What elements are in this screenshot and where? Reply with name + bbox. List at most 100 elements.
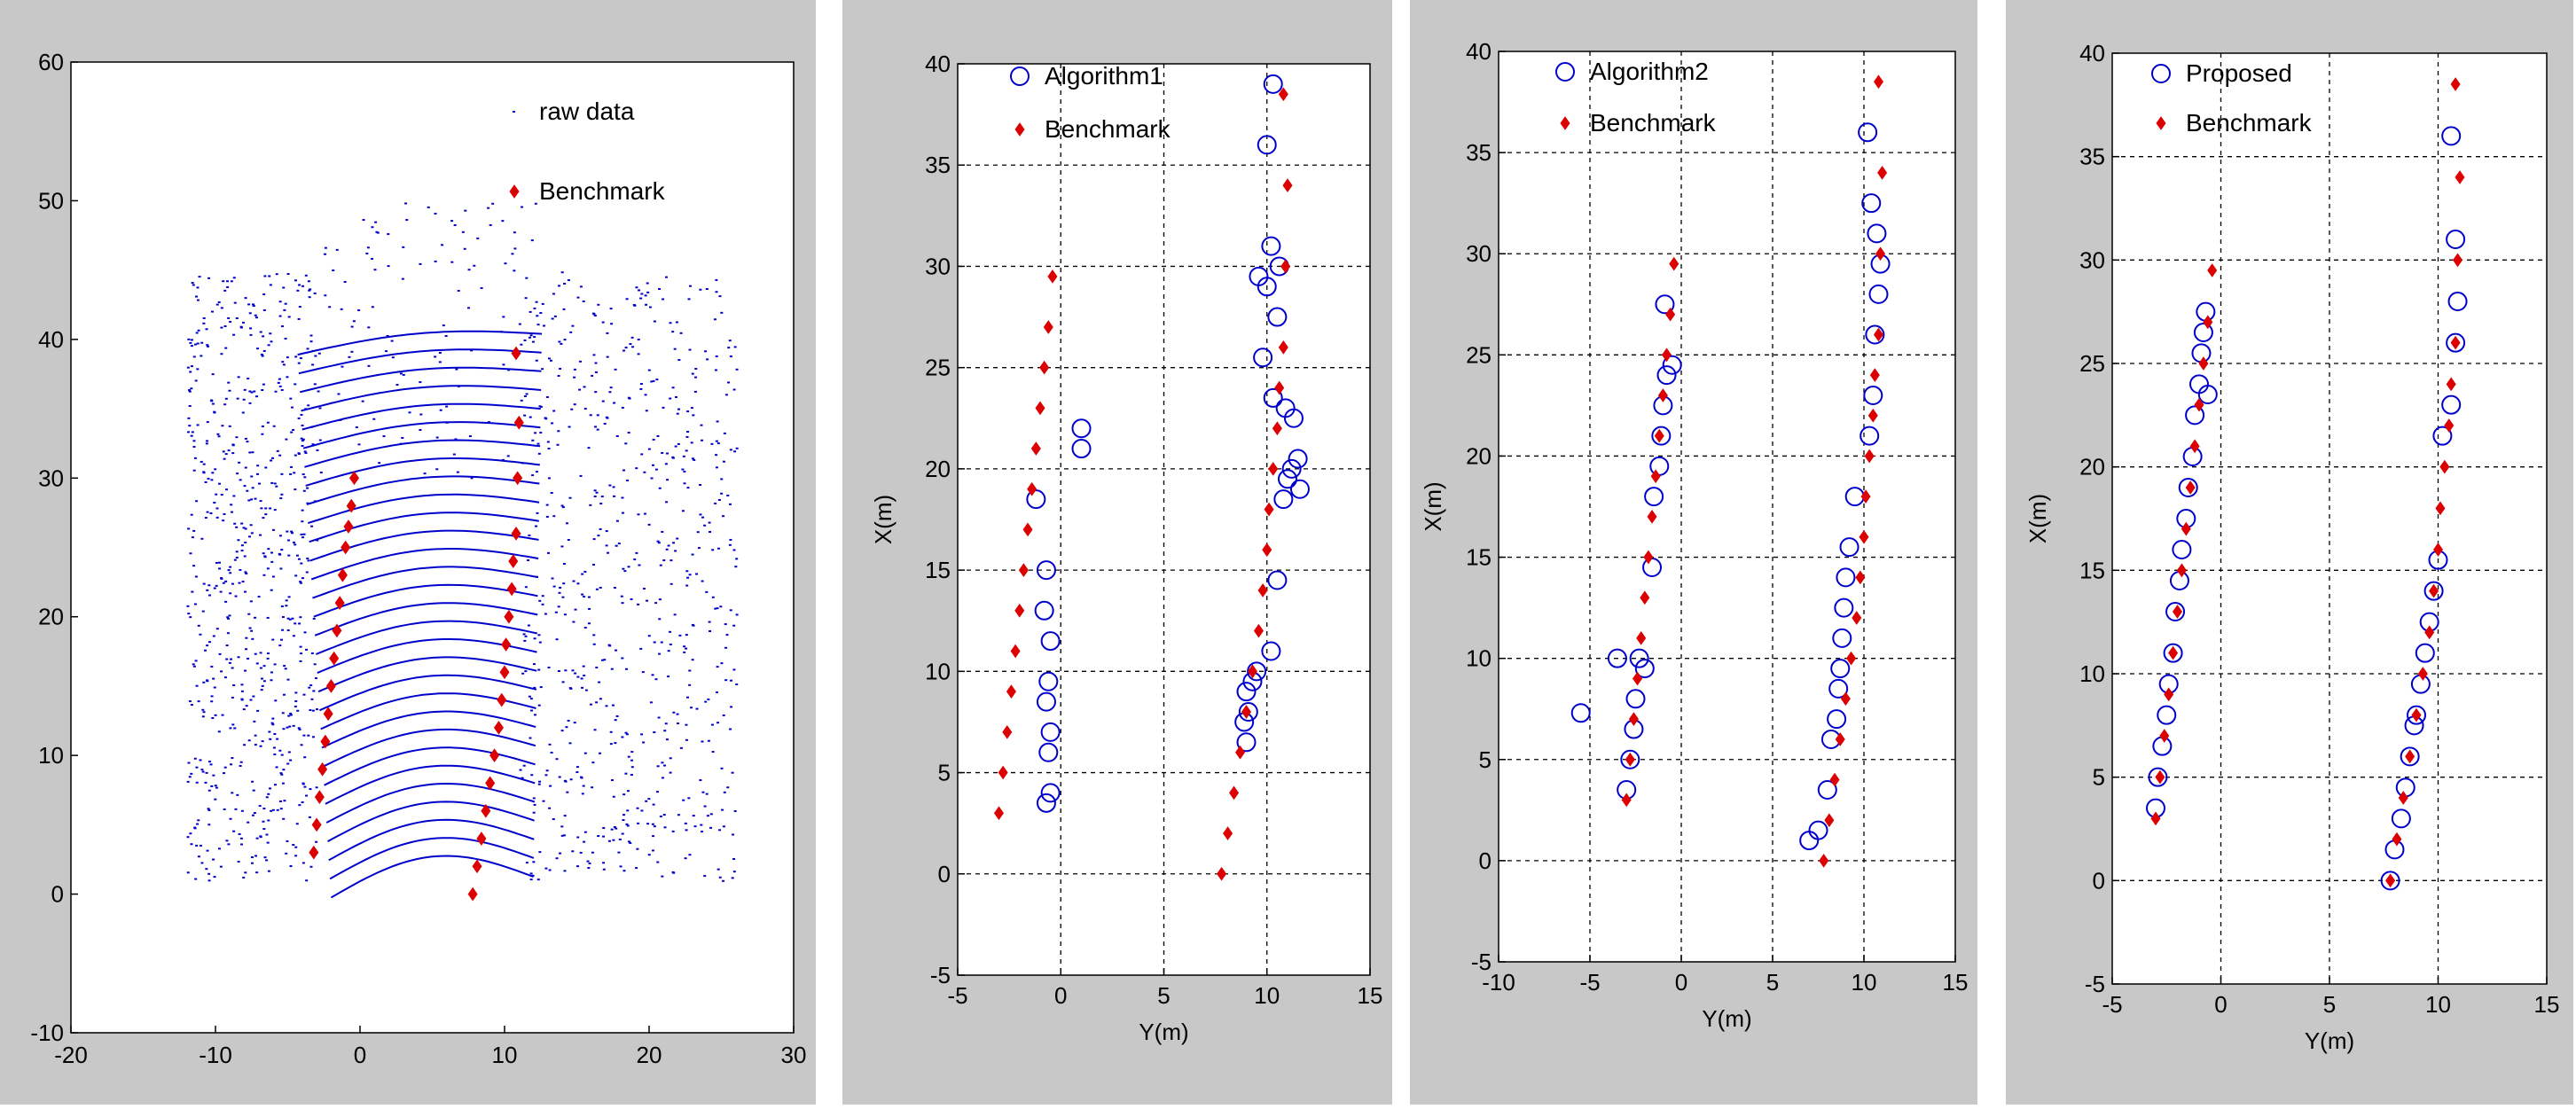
raw-data-point: [704, 700, 708, 703]
raw-data-point: [278, 454, 282, 457]
raw-data-point: [215, 507, 219, 510]
raw-data-point: [237, 539, 240, 542]
raw-data-point: [715, 454, 718, 457]
data-point: [2441, 126, 2462, 146]
raw-data-point: [633, 558, 637, 561]
raw-data-point: [595, 588, 599, 590]
raw-data-point: [661, 761, 664, 764]
raw-data-point: [318, 407, 322, 410]
raw-data-point: [367, 326, 371, 329]
raw-data-point: [699, 288, 702, 291]
raw-data-point: [286, 678, 290, 681]
raw-data-point: [235, 317, 239, 320]
raw-data-point: [610, 668, 614, 670]
data-point: [2450, 335, 2461, 350]
raw-data-point: [562, 308, 566, 310]
raw-data-point: [199, 633, 202, 636]
x-tick-label: 15: [1358, 982, 1383, 1009]
raw-scan-line: [304, 439, 541, 468]
raw-data-point: [583, 627, 587, 629]
raw-data-point: [615, 544, 618, 547]
raw-data-point: [563, 815, 567, 817]
data-point: [1868, 284, 1889, 304]
x-tick-label: 30: [781, 1042, 807, 1068]
raw-data-point: [224, 397, 228, 400]
raw-data-point: [538, 851, 542, 854]
raw-data-point: [237, 376, 240, 379]
raw-data-point: [704, 350, 708, 353]
raw-data-point: [549, 785, 552, 787]
data-point: [2417, 667, 2428, 681]
raw-data-point: [247, 378, 250, 380]
raw-data-point: [617, 851, 621, 854]
raw-data-point: [286, 376, 289, 379]
raw-data-point: [690, 441, 693, 444]
raw-data-point: [544, 867, 548, 870]
raw-data-point: [252, 305, 255, 308]
raw-data-point: [244, 437, 247, 440]
raw-data-point: [301, 440, 304, 442]
raw-data-point: [271, 575, 275, 578]
data-point: [2446, 377, 2456, 392]
data-point: [1238, 702, 1258, 722]
raw-data-point: [709, 530, 712, 533]
raw-data-point: [673, 613, 677, 616]
raw-data-point: [282, 769, 286, 771]
raw-data-point: [310, 652, 314, 654]
raw-data-point: [186, 871, 190, 874]
raw-data-point: [205, 771, 208, 774]
raw-data-point: [548, 743, 552, 746]
raw-data-point: [729, 609, 732, 612]
raw-data-point: [568, 426, 571, 428]
raw-data-point: [581, 686, 584, 689]
raw-data-point: [278, 535, 282, 537]
raw-data-point: [487, 421, 490, 424]
raw-data-point: [696, 531, 700, 534]
raw-data-point: [235, 526, 239, 528]
raw-data-point: [315, 708, 318, 711]
raw-data-point: [196, 424, 200, 426]
raw-data-point: [239, 837, 243, 840]
raw-data-point: [309, 865, 313, 868]
raw-data-point: [637, 353, 640, 355]
raw-data-point: [721, 808, 724, 811]
raw-data-point: [218, 567, 222, 570]
data-point: [1636, 630, 1647, 645]
raw-data-point: [720, 767, 724, 769]
legend-marker: [1010, 66, 1030, 86]
raw-data-point: [264, 513, 268, 516]
raw-data-point: [735, 558, 739, 560]
y-tick-label: 15: [2079, 557, 2105, 583]
raw-data-point: [295, 554, 299, 557]
raw-data-point: [467, 269, 471, 271]
raw-data-point: [674, 395, 677, 398]
raw-data-point: [621, 657, 624, 660]
raw-data-point: [244, 871, 247, 874]
raw-data-point: [671, 456, 675, 458]
raw-data-point: [563, 613, 567, 616]
raw-data-point: [598, 681, 601, 683]
raw-data-point: [297, 417, 301, 419]
raw-data-point: [687, 797, 691, 800]
legend-label: Benchmark: [1045, 115, 1171, 143]
y-tick-label: -5: [1471, 949, 1492, 975]
raw-data-point: [573, 368, 576, 371]
raw-data-point: [625, 823, 629, 825]
raw-data-point: [274, 390, 278, 393]
raw-data-point: [348, 355, 351, 358]
raw-data-point: [254, 734, 257, 737]
raw-data-point: [723, 791, 726, 793]
raw-data-point: [583, 570, 587, 573]
data-point: [1071, 418, 1092, 439]
raw-data-point: [688, 285, 692, 287]
data-point: [1865, 324, 1885, 345]
raw-data-point: [640, 293, 644, 295]
raw-data-point: [275, 766, 278, 769]
raw-data-point: [295, 823, 299, 825]
raw-data-point: [258, 805, 262, 808]
raw-data-point: [591, 374, 594, 377]
raw-data-point: [367, 364, 371, 367]
raw-data-point: [661, 530, 664, 533]
raw-data-point: [716, 666, 719, 668]
raw-data-point: [217, 847, 221, 850]
